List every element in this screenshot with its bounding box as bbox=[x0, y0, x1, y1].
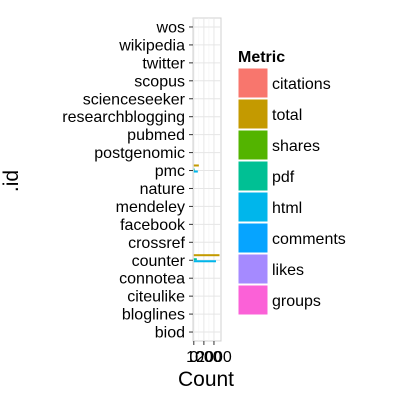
y-tick-label: biod bbox=[155, 325, 185, 342]
legend: Metric citations total shares pdf html commen… bbox=[237, 49, 346, 316]
bar-total-pmc bbox=[193, 164, 199, 167]
legend-key-shares bbox=[237, 129, 269, 161]
y-tick-label: facebook bbox=[120, 217, 186, 234]
y-tick-label: scienceseeker bbox=[83, 91, 186, 108]
y-tick-label: bloglines bbox=[122, 307, 185, 324]
y-tick-label: citeulike bbox=[127, 289, 185, 306]
y-axis-title: .id bbox=[0, 170, 23, 192]
y-tick-label: wos bbox=[156, 19, 185, 36]
y-tick-labels: biodbloglinesciteulikeconnoteacountercro… bbox=[62, 19, 193, 342]
legend-label-html: html bbox=[272, 200, 302, 217]
legend-key-pdf bbox=[237, 160, 269, 192]
y-tick-label: postgenomic bbox=[94, 145, 185, 162]
y-tick-label: pubmed bbox=[127, 127, 185, 144]
x-tick-label: 1000 bbox=[186, 349, 222, 366]
bars bbox=[193, 164, 220, 263]
legend-key-likes bbox=[237, 253, 269, 285]
y-tick-label: researchblogging bbox=[62, 109, 185, 126]
legend-key-citations bbox=[237, 67, 269, 99]
legend-label-total: total bbox=[272, 107, 302, 124]
y-tick-label: scopus bbox=[134, 73, 185, 90]
x-tick-label: 0 bbox=[189, 349, 198, 366]
legend-key-total bbox=[237, 98, 269, 130]
legend-label-likes: likes bbox=[272, 262, 304, 279]
y-tick-label: crossref bbox=[128, 235, 185, 252]
legend-key-comments bbox=[237, 222, 269, 254]
bar-html-pmc bbox=[193, 170, 198, 173]
legend-label-shares: shares bbox=[272, 138, 320, 155]
legend-key-groups bbox=[237, 284, 269, 316]
legend-label-pdf: pdf bbox=[272, 169, 295, 186]
y-tick-label: mendeley bbox=[116, 199, 185, 216]
bar-pdf-pmc bbox=[193, 168, 195, 171]
legend-label-comments: comments bbox=[272, 231, 346, 248]
y-tick-label: counter bbox=[132, 253, 186, 270]
x-axis-title: Count bbox=[178, 368, 234, 391]
y-tick-label: pmc bbox=[155, 163, 185, 180]
y-tick-label: twitter bbox=[142, 55, 185, 72]
y-tick-label: nature bbox=[140, 181, 185, 198]
y-tick-label: wikipedia bbox=[118, 37, 185, 54]
y-tick-label: connotea bbox=[119, 271, 185, 288]
legend-key-html bbox=[237, 191, 269, 223]
plot-panel bbox=[192, 17, 222, 342]
legend-label-citations: citations bbox=[272, 76, 331, 93]
bar-html-counter bbox=[193, 260, 216, 263]
legend-label-groups: groups bbox=[272, 293, 321, 310]
panel-background bbox=[192, 17, 222, 342]
x-tick-label: 2000 bbox=[196, 349, 232, 366]
bar-pdf-counter bbox=[193, 258, 197, 261]
legend-title: Metric bbox=[238, 49, 285, 66]
bar-total-counter bbox=[193, 254, 220, 257]
